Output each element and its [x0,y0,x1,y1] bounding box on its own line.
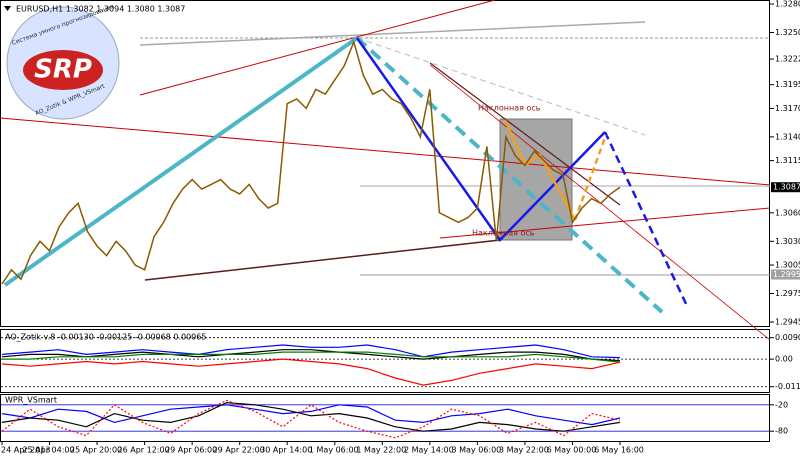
wave-line [355,37,606,242]
y-tick-label: 1.3250 [775,28,800,37]
x-tick-label: 29 Apr 06:00 [165,446,217,455]
x-tick-label: 24 Apr 2013 [1,446,50,455]
wave-line [355,36,664,314]
y-tick-label: -0.01169 [775,382,800,391]
price-marker-label: 1.2995 [773,270,800,279]
annotation: Наклонная ось [472,229,535,238]
trend-line [139,0,496,96]
series-line [1,399,621,439]
logo-swoosh [23,50,103,90]
x-tick-label: 29 Apr 22:00 [213,446,265,455]
y-tick-label: 1.3005 [775,261,800,270]
price-marker-label: 1.3087 [773,183,800,192]
x-tick-label: 26 Apr 12:00 [118,446,170,455]
x-tick-label: 3 May 22:00 [499,446,549,455]
trend-line [356,37,646,136]
x-tick-label: 6 May 16:00 [594,446,644,455]
trend-line [0,117,771,186]
price-marker [771,269,800,280]
series-line [1,39,621,285]
indicator-title: WPR_VSmart [5,396,57,405]
annotation: Наклонная ось [478,104,541,113]
y-tick-label: 1.2945 [775,318,800,327]
series-line [1,358,621,386]
title-icon [4,6,11,11]
x-tick-label: 1 May 22:00 [356,446,406,455]
drawing-objects [0,0,771,341]
wave-line [3,36,359,287]
series-line [1,344,621,359]
y-tick-label: 1.3140 [775,132,800,141]
wave-line [573,134,608,221]
y-tick-label: -20 [775,400,788,409]
x-tick-label: 6 May 00:00 [547,446,597,455]
chart-title: EURUSD,H1 1.3082 1.3094 1.3080 1.3087 [16,5,185,14]
series-line [2,351,621,363]
wave-line [503,119,577,221]
y-tick-label: 1.3030 [775,237,800,246]
logo: SRP Система умного прогнозирования AO_Zo… [6,3,120,120]
wave-line [603,131,690,309]
y-tick-label: 1.3222 [775,55,800,64]
x-tick-label: 3 May 06:00 [451,446,501,455]
x-tick-label: 1 May 06:00 [309,446,359,455]
y-tick-label: 1.3280 [775,0,800,9]
y-tick-label: 0.00908 [775,333,800,342]
trend-line [144,239,501,281]
series-line [1,404,621,426]
x-tick-label: 25 Apr 20:00 [70,446,122,455]
indicator-title: AO_Zotik v.8 -0.00130 -0.00125 -0.00068 … [5,333,206,342]
series-line [1,349,621,362]
y-tick-label: 1.2975 [775,289,800,298]
y-tick-label: -80 [775,427,788,436]
x-tick-label: 25 Apr 04:00 [22,446,74,455]
main-panel [0,0,770,327]
series-line [1,401,621,432]
trend-line [139,21,646,46]
y-tick-label: 1.3060 [775,208,800,217]
logo-title: SRP [34,55,92,85]
price-marker [771,182,800,193]
ao-panel [0,329,770,393]
x-tick-label: 2 May 14:00 [404,446,454,455]
x-tick-label: 30 Apr 14:00 [260,446,312,455]
y-tick-label: 1.3115 [775,156,800,165]
y-tick-label: 1.3170 [775,104,800,113]
wpr-panel [0,394,770,442]
y-tick-label: 0.00 [775,355,793,364]
y-tick-label: 1.3195 [775,80,800,89]
